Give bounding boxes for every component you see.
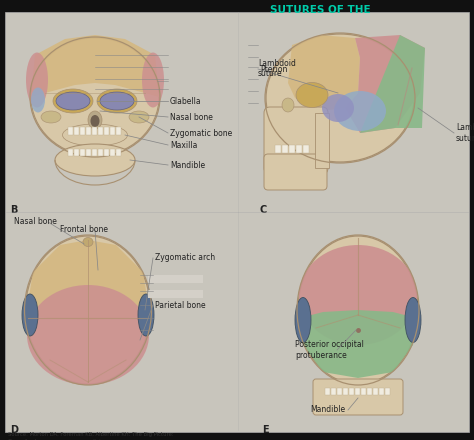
Ellipse shape [56, 92, 90, 110]
FancyBboxPatch shape [313, 379, 403, 415]
Bar [117, 127, 121, 135]
Bar [374, 388, 379, 395]
Bar [69, 149, 73, 156]
Ellipse shape [31, 88, 45, 113]
Ellipse shape [91, 115, 100, 127]
Ellipse shape [299, 245, 417, 345]
Bar [92, 149, 98, 156]
Bar [326, 388, 330, 395]
Ellipse shape [282, 98, 294, 112]
Ellipse shape [55, 144, 135, 176]
Bar [110, 149, 116, 156]
Bar [275, 145, 281, 153]
FancyBboxPatch shape [264, 154, 327, 190]
Ellipse shape [27, 285, 149, 385]
Ellipse shape [100, 92, 134, 110]
Ellipse shape [142, 52, 164, 107]
Text: Mandible: Mandible [170, 161, 205, 169]
Bar [380, 388, 384, 395]
Bar [296, 145, 302, 153]
Polygon shape [360, 35, 425, 133]
Bar [367, 388, 373, 395]
Bar [349, 388, 355, 395]
Ellipse shape [31, 38, 159, 156]
Text: Posterior occipital
protuberance: Posterior occipital protuberance [295, 340, 364, 360]
Ellipse shape [322, 94, 354, 122]
Text: Parietal bone: Parietal bone [155, 301, 206, 309]
Text: E: E [262, 425, 269, 435]
Bar [104, 127, 109, 135]
Bar [74, 149, 80, 156]
Bar [81, 149, 85, 156]
Ellipse shape [334, 91, 386, 131]
Text: Zygomatic arch: Zygomatic arch [155, 253, 215, 263]
Bar [344, 388, 348, 395]
Bar [385, 388, 391, 395]
Bar [74, 127, 80, 135]
Text: Lambdoid
suture: Lambdoid suture [456, 123, 474, 143]
Text: C: C [260, 205, 267, 215]
Ellipse shape [22, 294, 38, 336]
Text: Nasal bone: Nasal bone [170, 113, 213, 121]
Text: SUTURES OF THE: SUTURES OF THE [270, 5, 370, 15]
Ellipse shape [97, 89, 137, 113]
Ellipse shape [129, 111, 149, 123]
Bar [303, 145, 309, 153]
Ellipse shape [298, 236, 418, 384]
Ellipse shape [41, 111, 61, 123]
Ellipse shape [266, 34, 414, 162]
Text: B: B [10, 205, 18, 215]
Bar [282, 145, 288, 153]
FancyBboxPatch shape [264, 107, 328, 174]
Bar [331, 388, 337, 395]
Polygon shape [31, 35, 159, 97]
Text: Glabella: Glabella [170, 96, 201, 106]
Polygon shape [300, 310, 416, 378]
Text: Maxilla: Maxilla [170, 140, 197, 150]
Bar [356, 388, 361, 395]
Bar [81, 127, 85, 135]
Ellipse shape [53, 89, 93, 113]
Bar [69, 127, 73, 135]
Bar [315, 113, 329, 168]
Ellipse shape [296, 82, 328, 107]
Ellipse shape [26, 52, 48, 107]
Bar [148, 275, 203, 283]
Ellipse shape [138, 294, 154, 336]
Ellipse shape [88, 111, 102, 129]
Bar [86, 149, 91, 156]
Ellipse shape [63, 124, 128, 146]
Bar [104, 149, 109, 156]
Text: Zygomatic bone: Zygomatic bone [170, 128, 232, 137]
Text: Source: Morton DA, Foreman KB, Albertine KH: The Big Picture:
Gross Anatomy: www: Source: Morton DA, Foreman KB, Albertine… [8, 432, 181, 440]
Ellipse shape [295, 297, 311, 342]
Ellipse shape [405, 297, 421, 342]
Text: D: D [10, 425, 18, 435]
Bar [148, 290, 203, 298]
Text: Nasal bone: Nasal bone [14, 217, 57, 227]
Bar [362, 388, 366, 395]
Bar [86, 127, 91, 135]
Bar [99, 127, 103, 135]
Bar [337, 388, 343, 395]
Bar [110, 127, 116, 135]
Text: Mandible: Mandible [310, 406, 345, 414]
Polygon shape [345, 35, 425, 133]
Ellipse shape [83, 238, 93, 246]
Text: Lambdoid
suture: Lambdoid suture [258, 59, 296, 78]
Polygon shape [288, 35, 360, 111]
Bar [117, 149, 121, 156]
Text: Frontal bone: Frontal bone [60, 225, 108, 235]
Text: Pterion: Pterion [260, 65, 287, 73]
Bar [92, 127, 98, 135]
Polygon shape [26, 240, 150, 320]
Ellipse shape [26, 236, 151, 384]
Bar [289, 145, 295, 153]
Bar [99, 149, 103, 156]
